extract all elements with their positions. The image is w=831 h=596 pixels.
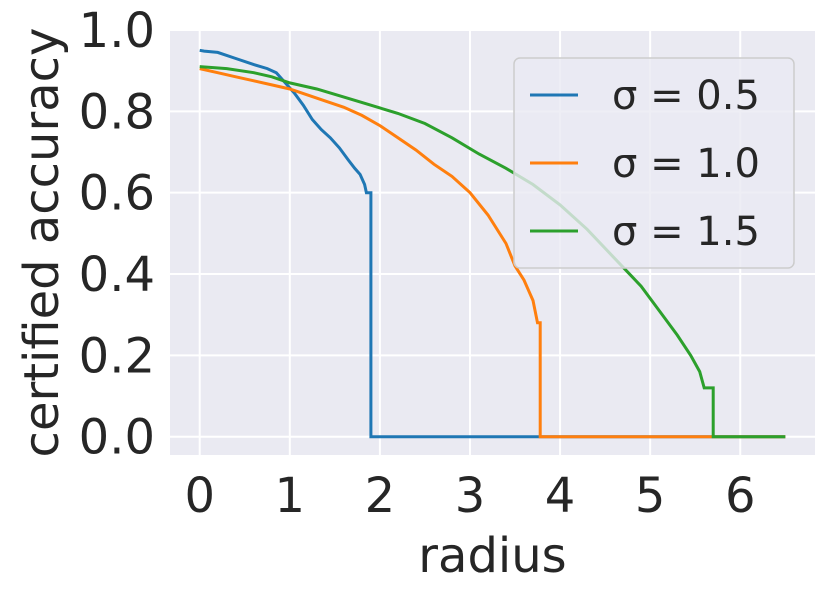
x-tick-labels: 0 1 2 3 4 5 6 (184, 468, 755, 524)
x-tick-label: 0 (184, 468, 215, 524)
y-tick-label: 0.0 (79, 410, 155, 466)
series-line-1 (199, 48, 786, 439)
y-axis-label: certified accuracy (14, 28, 70, 458)
y-tick-label: 0.4 (79, 247, 155, 303)
x-tick-label: 1 (275, 468, 306, 524)
y-tick-label: 0.6 (79, 166, 155, 222)
series-line-2 (199, 67, 786, 439)
x-tick-label: 3 (455, 468, 486, 524)
x-axis-label: radius (418, 528, 566, 584)
legend-label: σ = 1.5 (612, 209, 760, 255)
legend-box (513, 57, 795, 269)
legend: σ = 0.5 σ = 1.0 σ = 1.5 (513, 57, 795, 269)
x-tick-label: 5 (635, 468, 666, 524)
y-tick-label: 0.2 (79, 328, 155, 384)
x-tick-label: 4 (545, 468, 576, 524)
legend-label: σ = 1.0 (612, 141, 760, 187)
y-tick-labels: 0.0 0.2 0.4 0.6 0.8 1.0 (79, 3, 155, 466)
legend-label: σ = 0.5 (612, 73, 760, 119)
x-tick-label: 6 (725, 468, 756, 524)
y-tick-label: 1.0 (79, 3, 155, 59)
y-tick-label: 0.8 (79, 84, 155, 140)
x-tick-label: 2 (365, 468, 396, 524)
